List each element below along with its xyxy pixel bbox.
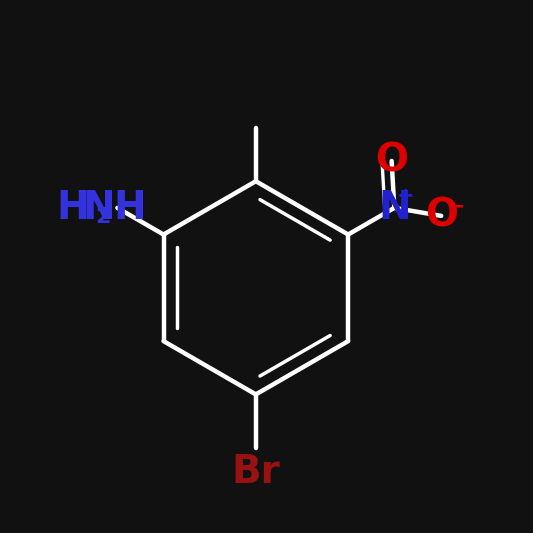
Text: O: O [425, 197, 458, 235]
Text: H: H [113, 189, 146, 227]
Text: Br: Br [231, 453, 280, 491]
Text: N: N [82, 189, 115, 227]
Text: +: + [397, 186, 415, 206]
Text: N: N [82, 189, 115, 227]
Text: O: O [375, 142, 408, 180]
Text: N: N [378, 189, 410, 227]
Text: 2: 2 [95, 207, 111, 228]
Text: −: − [447, 196, 465, 216]
Text: H: H [56, 189, 89, 227]
